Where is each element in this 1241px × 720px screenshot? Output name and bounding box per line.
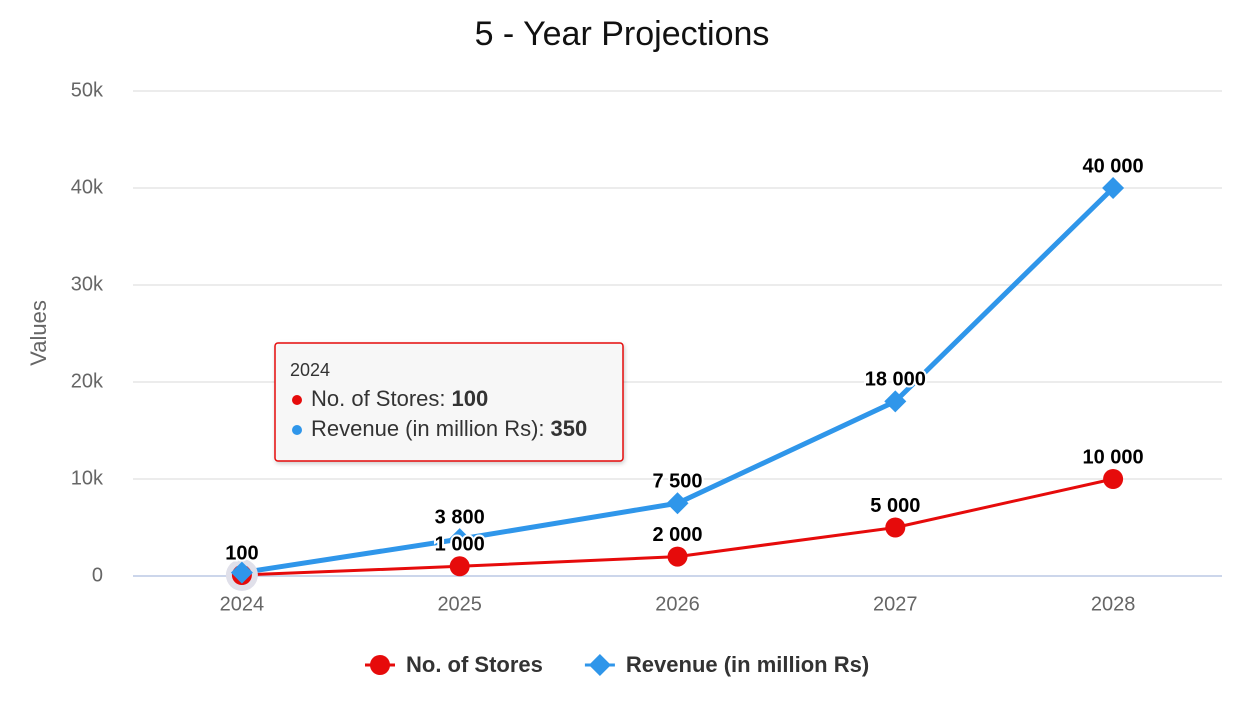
y-axis-label: Values [26,300,51,366]
y-tick-label: 40k [71,176,104,198]
x-tick-label: 2028 [1091,593,1136,615]
legend-label[interactable]: Revenue (in million Rs) [626,652,869,677]
legend-label[interactable]: No. of Stores [406,652,543,677]
marker [884,390,907,413]
y-tick-label: 20k [71,370,104,392]
tooltip-value: 350 [551,416,588,441]
tooltip-box [274,342,624,462]
marker [370,655,390,675]
x-tick-label: 2027 [873,593,918,615]
x-tick-label: 2025 [437,593,482,615]
data-label: 100 [225,542,258,564]
data-label: 2 000 [652,524,702,546]
x-tick-label: 2026 [655,593,700,615]
marker [666,492,689,515]
tooltip-bullet [292,425,302,435]
data-label: 10 000 [1083,446,1144,468]
data-label: 5 000 [870,495,920,517]
tooltip-name: No. of Stores [311,386,439,411]
y-tick-label: 30k [71,273,104,295]
data-label: 1 000 [435,534,485,556]
tooltip-row: Revenue (in million Rs): 350 [311,416,587,441]
data-label: 40 000 [1083,155,1144,177]
data-label: 18 000 [865,369,926,391]
tooltip-separator: : [538,416,544,441]
tooltip-name: Revenue (in million Rs) [311,416,538,441]
y-tick-label: 0 [92,564,103,586]
marker [1103,469,1124,489]
y-tick-label: 50k [71,79,104,101]
tooltip-header: 2024 [290,360,330,380]
marker [449,556,470,577]
marker [230,561,253,584]
marker [667,546,688,567]
y-tick-label: 10k [71,467,104,489]
data-label: 7 500 [652,471,702,493]
data-label: 3 800 [435,506,485,528]
chart-title: 5 - Year Projections [475,15,770,53]
marker [588,654,611,676]
tooltip-bullet [292,395,302,405]
marker [1102,177,1125,199]
marker [448,528,471,551]
marker [885,517,906,538]
tooltip-value: 100 [452,386,489,411]
x-tick-label: 2024 [220,593,265,615]
tooltip-separator: : [439,386,445,411]
tooltip-row: No. of Stores: 100 [311,386,488,411]
